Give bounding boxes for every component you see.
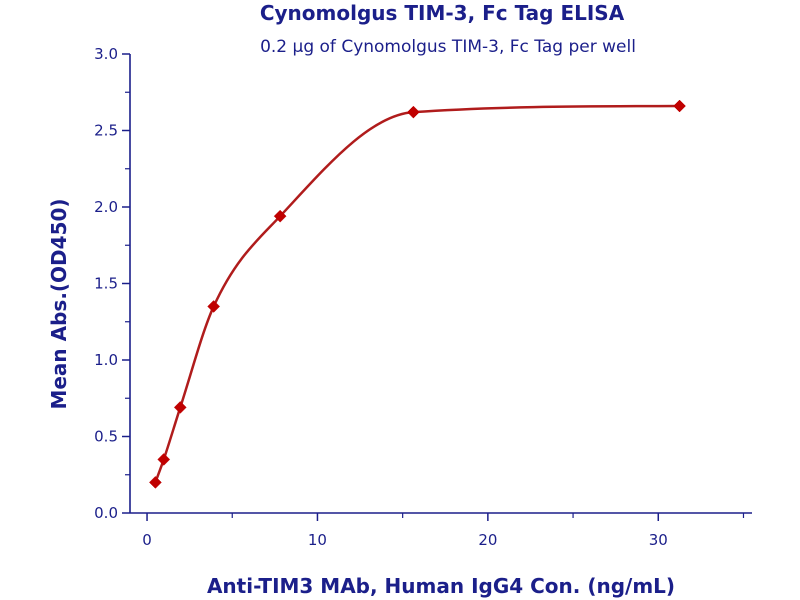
y-tick-label: 2.0 — [94, 198, 118, 216]
data-point — [673, 99, 686, 113]
tick-marks — [122, 53, 745, 521]
y-tick-label: 0.5 — [94, 428, 118, 446]
tick-labels: 0 10 20 30 0.0 0.5 1.0 1.5 2.0 2.5 3.0 — [94, 45, 668, 549]
y-tick-label: 1.0 — [94, 351, 118, 369]
x-tick-label: 20 — [478, 531, 497, 549]
x-tick-label: 30 — [649, 531, 668, 549]
y-axis-label: Mean Abs.(OD450) — [47, 198, 71, 409]
axes — [129, 54, 752, 514]
data-point — [149, 476, 162, 489]
chart-title: Cynomolgus TIM-3, Fc Tag ELISA — [260, 1, 625, 25]
data-points — [149, 99, 686, 489]
data-point — [273, 209, 287, 223]
data-point — [157, 453, 171, 466]
y-tick-label: 0.0 — [94, 504, 118, 522]
data-point — [407, 105, 420, 119]
y-tick-label: 1.5 — [94, 275, 118, 293]
x-tick-label: 0 — [142, 531, 152, 549]
fit-curve — [154, 104, 680, 483]
y-tick-label: 2.5 — [94, 122, 118, 140]
chart-subtitle: 0.2 μg of Cynomolgus TIM-3, Fc Tag per w… — [260, 37, 636, 57]
x-axis-label: Anti-TIM3 MAb, Human IgG4 Con. (ng/mL) — [207, 574, 675, 598]
data-point — [207, 300, 221, 313]
data-point — [173, 401, 187, 414]
y-tick-label: 3.0 — [94, 45, 118, 63]
x-tick-label: 10 — [308, 531, 327, 549]
